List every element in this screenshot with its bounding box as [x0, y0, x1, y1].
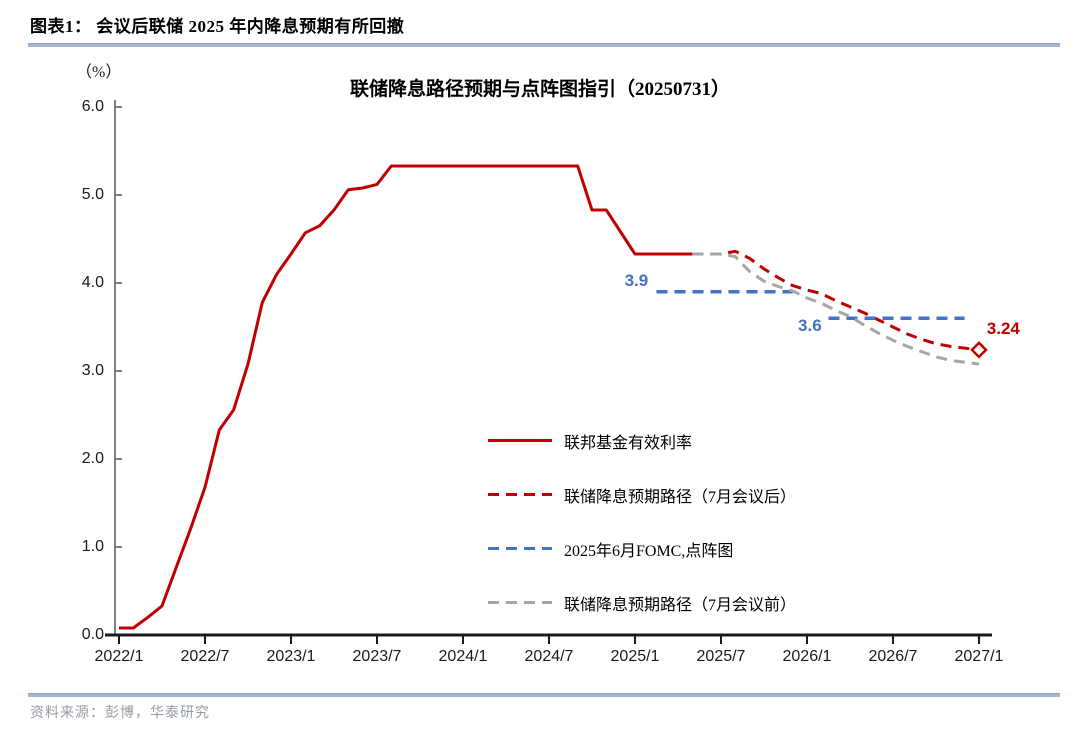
legend-item-path-post-meeting: 联储降息预期路径（7月会议后）	[488, 483, 796, 507]
x-axis-tick-label: 2027/1	[954, 648, 1004, 665]
dashed-gray-line-swatch	[488, 591, 552, 615]
legend-item-effr: 联邦基金有效利率	[488, 429, 796, 453]
legend-label: 2025年6月FOMC,点阵图	[564, 543, 734, 560]
y-axis-tick-label: 0.0	[81, 626, 104, 643]
header-divider	[28, 43, 1060, 47]
y-axis-tick-label: 2.0	[81, 450, 104, 467]
series-line	[692, 252, 980, 366]
legend-item-path-pre-meeting: 联储降息预期路径（7月会议前）	[488, 591, 796, 615]
series-line	[692, 249, 980, 352]
dashed-blue-line-swatch	[488, 537, 552, 561]
legend-label: 联储降息预期路径（7月会议后）	[564, 489, 797, 506]
annotation-3.9: 3.9	[624, 271, 649, 291]
x-axis-tick-label: 2022/7	[180, 648, 230, 665]
x-axis-tick-label: 2024/7	[524, 648, 574, 665]
figure-header-title: 图表1： 会议后联储 2025 年内降息预期有所回撤	[30, 17, 405, 36]
end-point-diamond-marker	[970, 341, 988, 359]
y-axis-tick-label: 4.0	[81, 274, 104, 291]
x-axis-tick-label: 2024/1	[438, 648, 488, 665]
legend-label: 联储降息预期路径（7月会议前）	[564, 597, 797, 614]
legend-label: 联邦基金有效利率	[564, 435, 693, 452]
y-axis-tick-label: 3.0	[81, 362, 104, 379]
source-note: 资料来源：彭博，华泰研究	[30, 706, 210, 721]
x-axis-tick-label: 2025/7	[696, 648, 746, 665]
x-axis-tick-label: 2023/7	[352, 648, 402, 665]
y-axis-tick-label: 6.0	[81, 98, 104, 115]
y-axis-tick-label: 1.0	[81, 538, 104, 555]
legend-item-fomc-dot-plot: 2025年6月FOMC,点阵图	[488, 537, 796, 561]
dashed-red-line-swatch	[488, 483, 552, 507]
y-axis-unit-label: （%）	[76, 64, 122, 81]
y-axis-tick-label: 5.0	[81, 186, 104, 203]
x-axis-tick-label: 2023/1	[266, 648, 316, 665]
solid-red-line-swatch	[488, 429, 552, 453]
annotation-3.6: 3.6	[798, 316, 822, 336]
x-axis-tick-label: 2026/7	[868, 648, 918, 665]
chart-legend: 联邦基金有效利率 联储降息预期路径（7月会议后） 2025年6月FOMC,点阵图…	[488, 429, 796, 645]
x-axis-tick-label: 2025/1	[610, 648, 660, 665]
chart-title: 联储降息路径预期与点阵图指引（20250731）	[349, 79, 730, 100]
series-line	[119, 164, 693, 630]
annotation-3.24: 3.24	[986, 318, 1020, 338]
x-axis-tick-label: 2026/1	[782, 648, 832, 665]
x-axis-tick-label: 2022/1	[94, 648, 144, 665]
footer-divider	[28, 693, 1060, 697]
